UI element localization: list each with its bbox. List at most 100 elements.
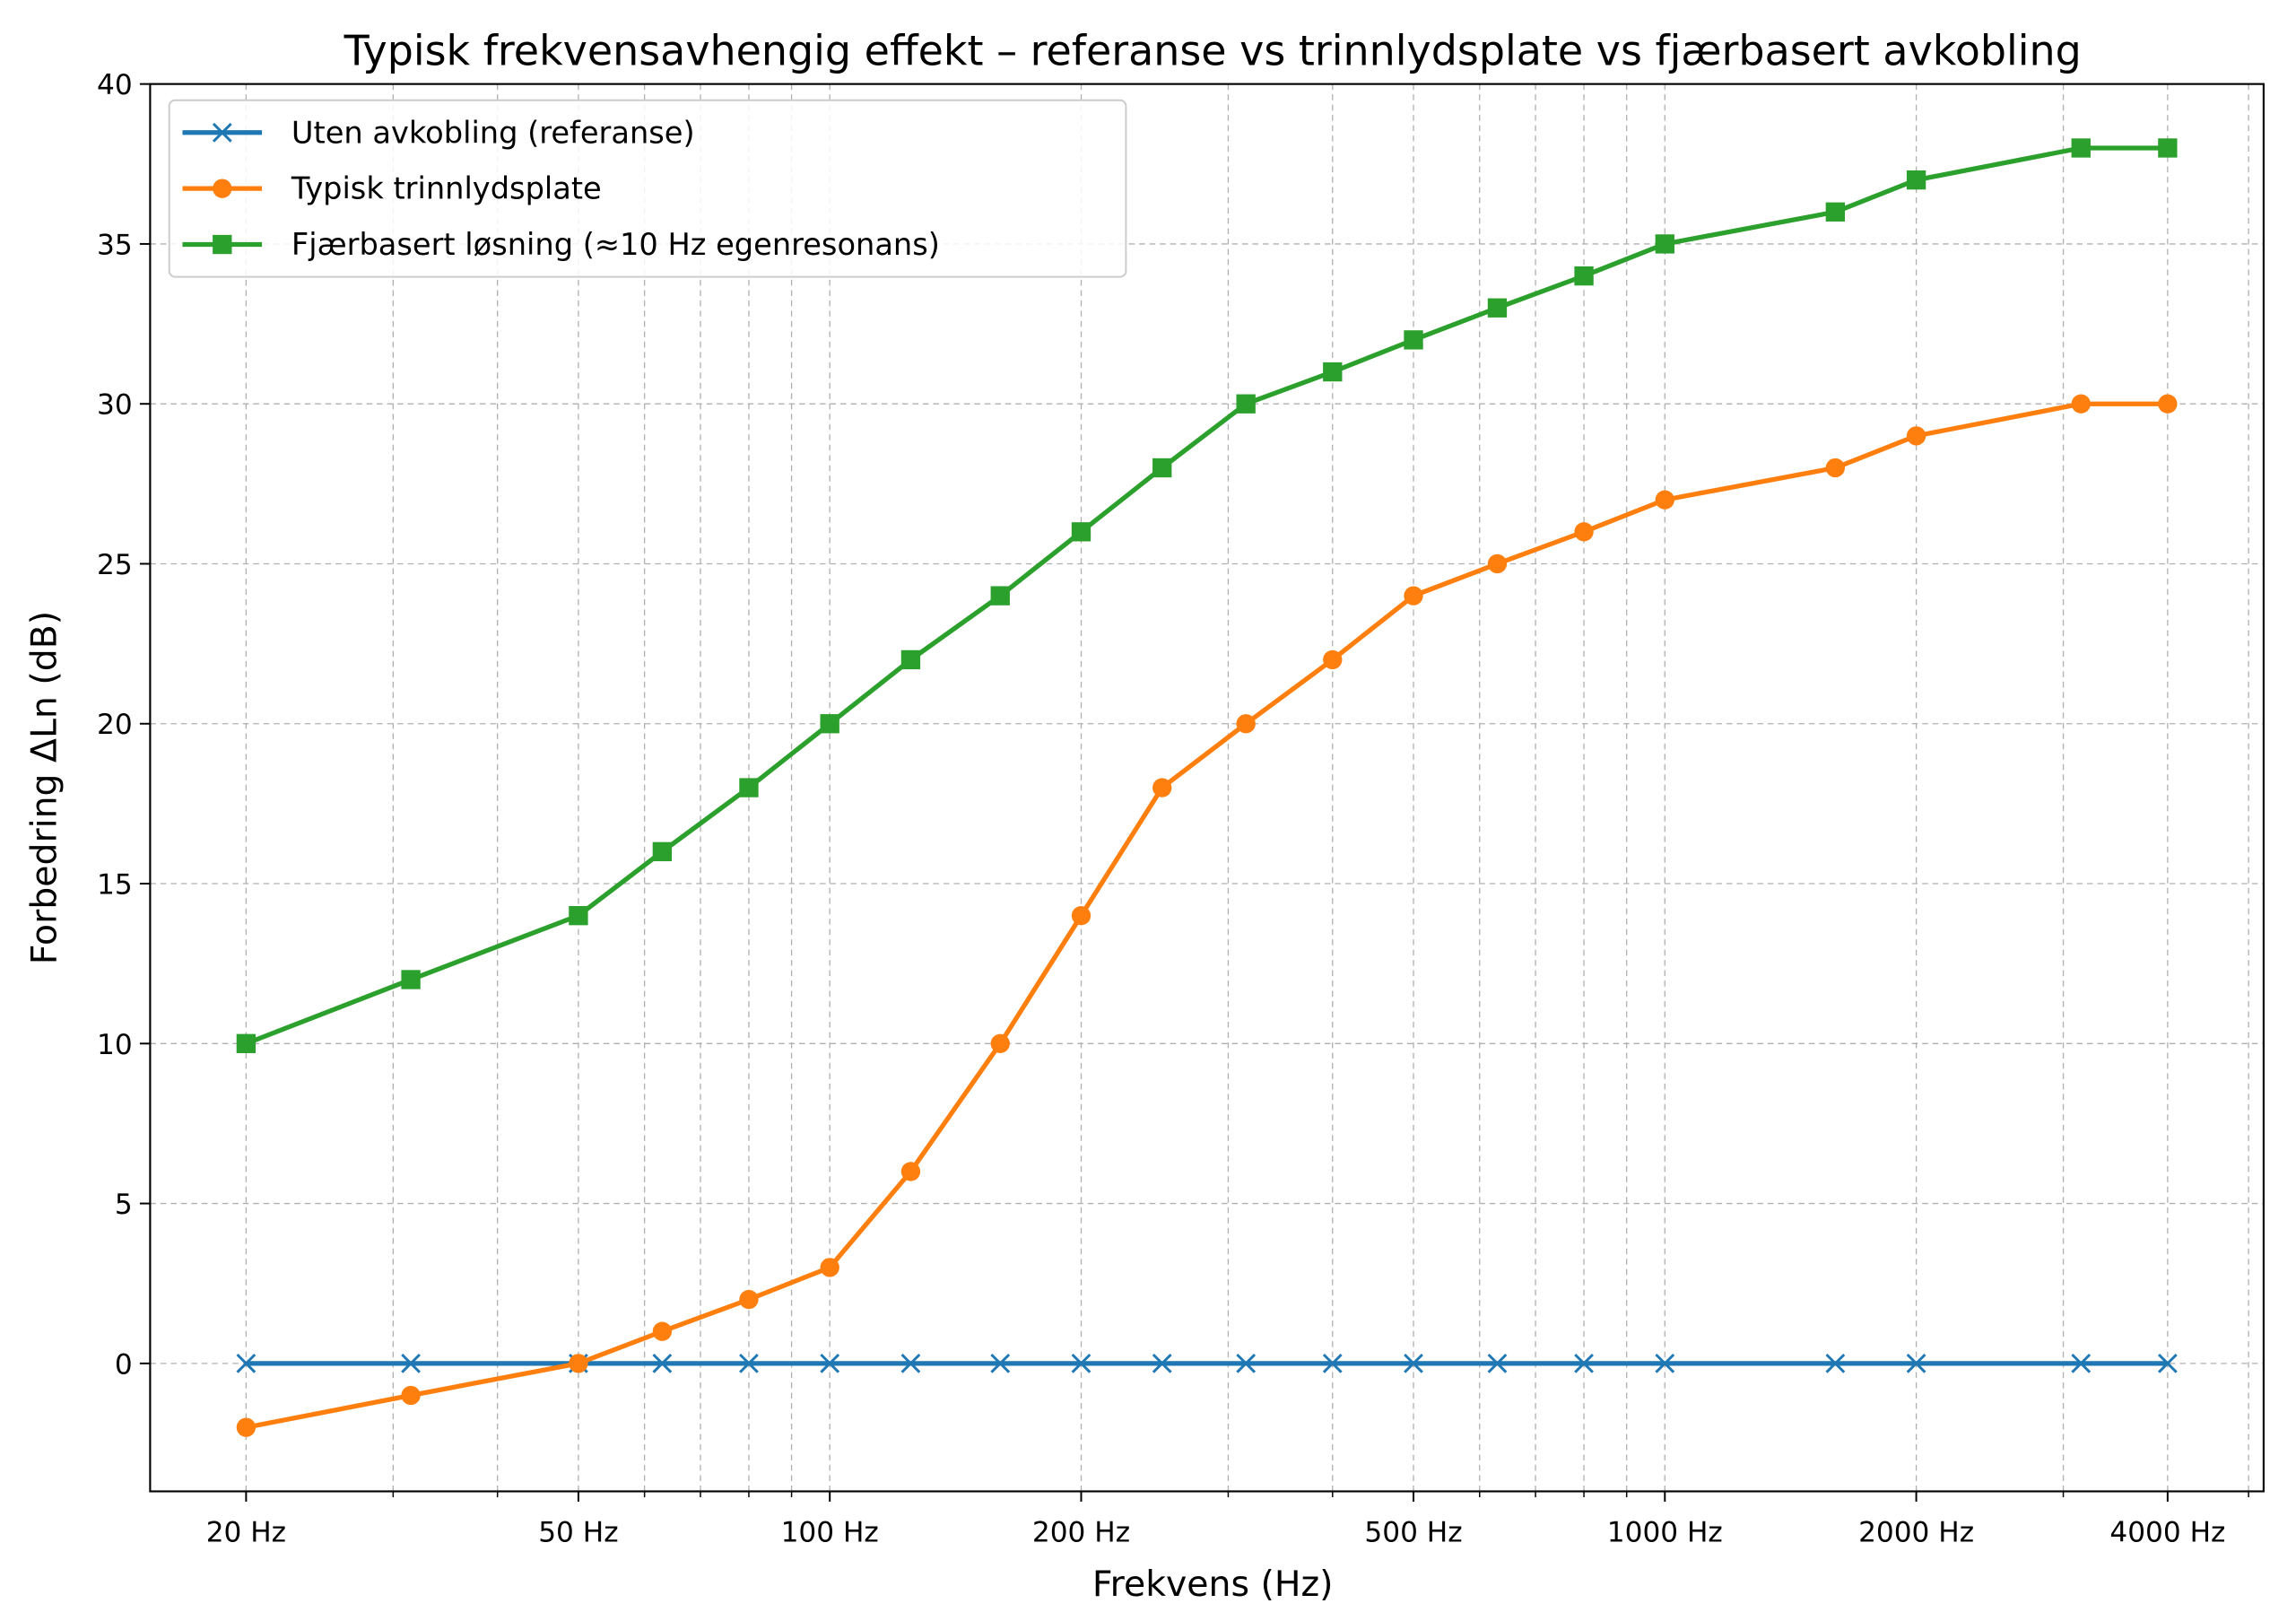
y-tick-label: 35	[97, 229, 133, 261]
data-point	[1152, 1353, 1172, 1373]
x-axis-label: Frekvens (Hz)	[1092, 1564, 1334, 1605]
data-point	[1487, 1353, 1508, 1373]
legend-label: Typisk trinnlydsplate	[291, 171, 602, 206]
x-marker-stroke	[1071, 1353, 1091, 1373]
y-tick-label: 10	[97, 1029, 133, 1061]
x-marker-stroke	[820, 1353, 840, 1373]
data-point	[1071, 1353, 1091, 1373]
x-marker-stroke	[1655, 1353, 1675, 1373]
data-point	[652, 1353, 673, 1373]
x-marker-stroke	[1236, 1353, 1257, 1373]
data-point	[739, 1353, 759, 1373]
data-point	[820, 714, 839, 734]
data-point	[1487, 553, 1508, 574]
data-point	[1825, 1353, 1846, 1373]
data-point	[1071, 522, 1091, 542]
x-marker-stroke	[1574, 1353, 1594, 1373]
data-point	[1487, 298, 1508, 318]
y-tick-label: 5	[115, 1189, 133, 1221]
x-marker-stroke	[1825, 1353, 1846, 1373]
ticks: 20 Hz 50 Hz 100 Hz 200 Hz 500 Hz 1000 Hz 2000 …	[97, 69, 2249, 1548]
data-point	[1322, 1353, 1343, 1373]
x-marker-stroke	[990, 1353, 1011, 1373]
y-tick-label: 25	[97, 549, 133, 581]
data-point	[1323, 362, 1343, 382]
data-point	[2071, 394, 2091, 414]
x-tick-label: 50 Hz	[538, 1516, 618, 1548]
data-point	[990, 1033, 1010, 1053]
y-tick-label: 40	[97, 69, 133, 101]
data-point	[1236, 714, 1256, 734]
data-point	[990, 586, 1010, 606]
x-marker-stroke	[1487, 1353, 1508, 1373]
data-point	[900, 649, 921, 670]
chart-title: Typisk frekvensavhengig effekt – referan…	[344, 26, 2082, 74]
data-point	[1906, 170, 1926, 190]
legend-marker	[213, 234, 232, 255]
data-point	[236, 1417, 257, 1437]
data-point	[1152, 778, 1172, 797]
data-point	[2071, 138, 2091, 158]
legend-label: Uten avkobling (referanse)	[291, 115, 695, 150]
data-point	[1906, 426, 1926, 446]
data-point	[236, 1353, 257, 1373]
data-point	[1655, 234, 1674, 254]
x-marker-stroke	[1322, 1353, 1343, 1373]
data-point	[2158, 394, 2178, 414]
y-tick-label: 0	[115, 1348, 133, 1381]
x-tick-label: 100 Hz	[781, 1516, 879, 1548]
series-1	[236, 394, 2178, 1437]
data-point	[1071, 906, 1091, 926]
x-marker-stroke	[652, 1353, 673, 1373]
x-tick-label: 200 Hz	[1032, 1516, 1130, 1548]
legend-label: Fjærbasert løsning (≈10 Hz egenresonans)	[291, 227, 940, 262]
data-point	[900, 1162, 921, 1181]
data-point	[2157, 1353, 2178, 1373]
data-point	[401, 1353, 421, 1373]
data-point	[1574, 266, 1594, 286]
x-marker-stroke	[401, 1353, 421, 1373]
grid	[150, 83, 2264, 1492]
series-line	[245, 401, 2168, 1430]
data-point	[1574, 1353, 1594, 1373]
data-point	[2158, 138, 2178, 158]
legend-marker	[212, 122, 232, 143]
data-point	[739, 1289, 759, 1310]
data-point	[990, 1353, 1011, 1373]
x-marker-stroke	[900, 1353, 921, 1373]
legend-box	[168, 99, 1127, 278]
data-point	[569, 906, 588, 926]
legend-marker	[213, 179, 232, 198]
y-tick-label: 15	[97, 869, 133, 902]
data-point	[1404, 586, 1423, 606]
x-tick-label: 500 Hz	[1364, 1516, 1462, 1548]
data-point	[1655, 490, 1674, 510]
series-0	[236, 1353, 2178, 1373]
data-point	[1574, 522, 1594, 542]
data-point	[820, 1353, 840, 1373]
series	[236, 138, 2178, 1437]
data-point	[236, 1033, 257, 1053]
data-point	[1236, 394, 1256, 414]
x-marker-stroke	[739, 1353, 759, 1373]
data-point	[1152, 458, 1172, 478]
data-point	[652, 1321, 673, 1341]
x-marker-stroke	[2071, 1353, 2092, 1373]
data-point	[1323, 649, 1343, 670]
x-tick-label: 1000 Hz	[1607, 1516, 1723, 1548]
data-point	[652, 841, 673, 862]
data-point	[1825, 458, 1846, 478]
x-marker-stroke	[1152, 1353, 1172, 1373]
plot-frame	[149, 83, 2265, 1493]
legend: Uten avkobling (referanse) Typisk trinnly…	[168, 99, 1127, 278]
data-point	[1906, 1353, 1926, 1373]
data-point	[739, 778, 759, 797]
data-point	[900, 1353, 921, 1373]
data-point	[1236, 1353, 1257, 1373]
data-point	[1404, 1353, 1423, 1373]
data-point	[401, 970, 421, 989]
y-tick-label: 20	[97, 709, 133, 741]
data-point	[401, 1385, 421, 1406]
data-point	[569, 1354, 588, 1373]
